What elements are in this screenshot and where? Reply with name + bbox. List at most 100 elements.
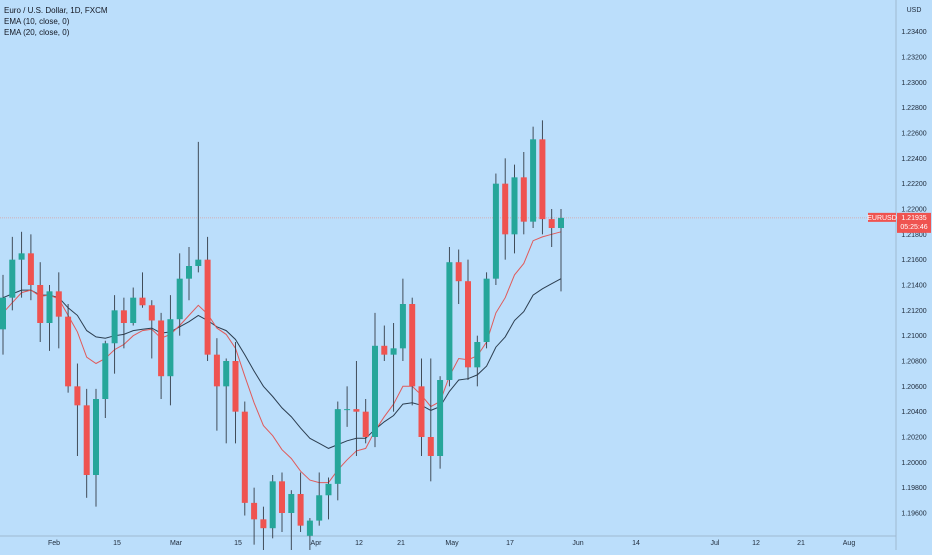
candle-body: [213, 354, 220, 387]
price-tick-label: 1.23200: [901, 55, 926, 62]
price-tag-countdown: 05:25:46: [900, 224, 927, 231]
candle-body: [251, 502, 258, 520]
candle: [93, 388, 99, 507]
candle: [213, 338, 220, 431]
candle-body: [83, 405, 90, 475]
time-tick-label: Apr: [311, 540, 323, 547]
time-tick-label: May: [445, 540, 459, 547]
candle-body: [158, 320, 165, 377]
candle-body: [372, 345, 378, 437]
price-axis: USD 1.23400 1.23200 1.23000 1.22800 1.22600 1.…: [901, 7, 926, 518]
candle: [288, 490, 295, 551]
candle-body: [204, 259, 211, 355]
candle-body: [9, 259, 16, 298]
candle-body: [455, 262, 462, 282]
candle: [232, 342, 239, 444]
candle: [539, 120, 546, 235]
candle-body: [93, 399, 99, 475]
candle-body: [539, 139, 546, 220]
candle-body: [46, 291, 53, 323]
price-tick-label: 1.19800: [901, 485, 926, 492]
price-tick-label: 1.20600: [901, 384, 926, 391]
price-axis-currency: USD: [907, 7, 922, 14]
candle-body: [520, 177, 527, 222]
candle-body: [418, 386, 425, 437]
price-tick-label: 1.22200: [901, 181, 926, 188]
candle: [492, 173, 499, 285]
candle-body: [353, 409, 360, 412]
price-tick-label: 1.20400: [901, 409, 926, 416]
candle-body: [511, 177, 518, 235]
candle: [279, 472, 285, 532]
candle: [158, 312, 165, 399]
candle-body: [269, 481, 276, 529]
time-tick-label: Mar: [170, 540, 183, 547]
candle-body: [176, 278, 183, 320]
candle: [418, 358, 425, 456]
candle-body: [548, 219, 555, 228]
candle-body: [223, 361, 230, 387]
candle: [27, 234, 34, 301]
candle: [390, 323, 397, 412]
candle: [530, 126, 537, 228]
time-tick-label: 17: [506, 540, 514, 547]
price-tick-label: 1.21600: [901, 257, 926, 264]
candle-body: [427, 437, 434, 456]
candle: [427, 358, 434, 482]
candle: [399, 278, 406, 361]
candle: [120, 297, 127, 349]
candle-body: [474, 342, 481, 368]
price-tick-label: 1.22000: [901, 207, 926, 214]
candle-body: [362, 411, 369, 437]
candle: [344, 386, 351, 427]
candle-body: [483, 278, 490, 342]
candle-body: [260, 519, 267, 529]
time-tick-label: Jul: [711, 540, 720, 547]
candle: [325, 477, 332, 520]
legend-ema20: EMA (20, close, 0): [4, 28, 70, 37]
candle-body: [381, 345, 388, 355]
candle: [251, 487, 258, 545]
candle: [455, 249, 462, 304]
candle-body: [55, 291, 62, 317]
symbol-tag-label: EURUSD: [867, 215, 897, 222]
candle-body: [27, 253, 34, 285]
candles-group: [0, 120, 564, 555]
candle-body: [325, 483, 332, 496]
candle: [483, 272, 490, 349]
time-tick-label: Aug: [843, 540, 856, 547]
candle-body: [120, 310, 127, 323]
candle: [334, 401, 341, 501]
candle-body: [18, 253, 25, 260]
candle: [474, 335, 481, 387]
candle: [260, 506, 267, 551]
legend-symbol-title: Euro / U.S. Dollar, 1D, FXCM: [4, 6, 108, 15]
candle: [437, 376, 444, 469]
candle: [204, 236, 211, 361]
price-tick-label: 1.22800: [901, 105, 926, 112]
candle-body: [37, 285, 44, 323]
time-tick-label: Jun: [572, 540, 583, 547]
last-price-tag: EURUSD 1.21935 05:25:46: [867, 212, 931, 233]
candle: [111, 295, 118, 374]
time-tick-label: 15: [234, 540, 242, 547]
candle-body: [492, 183, 499, 279]
candle-body: [306, 520, 313, 536]
candle: [37, 262, 44, 342]
candle: [511, 164, 518, 254]
price-tick-label: 1.22600: [901, 131, 926, 138]
candle: [46, 285, 53, 351]
candle: [241, 401, 248, 516]
candle-body: [437, 380, 444, 456]
candle: [269, 475, 276, 539]
candle-body: [0, 297, 6, 330]
candle: [195, 141, 202, 273]
candle: [0, 274, 6, 355]
time-tick-label: 14: [632, 540, 640, 547]
candle-body: [502, 183, 509, 235]
candle-body: [446, 262, 453, 380]
candle-body: [232, 361, 239, 412]
candle-body: [530, 139, 537, 222]
